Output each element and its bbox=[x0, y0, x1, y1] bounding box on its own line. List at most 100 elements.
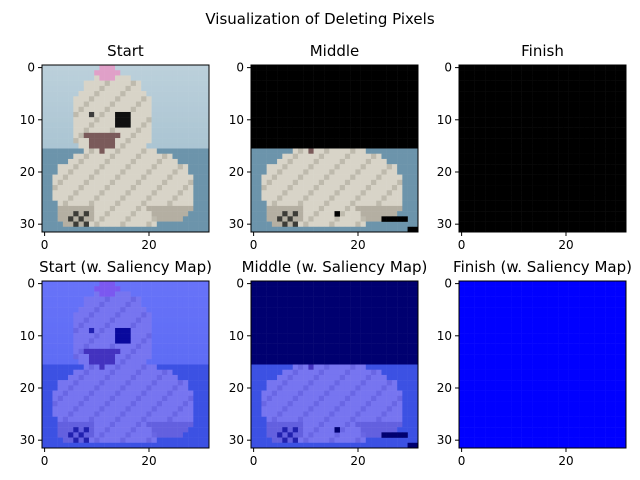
pixel bbox=[94, 226, 100, 233]
pixel bbox=[104, 385, 111, 391]
pixel bbox=[303, 80, 309, 87]
pixel bbox=[542, 70, 548, 76]
pixel bbox=[594, 221, 601, 228]
pixel bbox=[324, 312, 330, 318]
pixel bbox=[193, 117, 199, 123]
pixel bbox=[68, 200, 74, 207]
pixel bbox=[324, 307, 330, 313]
pixel bbox=[381, 348, 387, 355]
pixel bbox=[318, 75, 325, 81]
pixel bbox=[198, 432, 205, 438]
pixel bbox=[469, 96, 475, 102]
pixel bbox=[355, 317, 361, 323]
pixel bbox=[371, 143, 377, 149]
pixel bbox=[104, 221, 111, 228]
pixel bbox=[42, 421, 48, 428]
pixel bbox=[135, 85, 142, 92]
pixel bbox=[402, 333, 408, 339]
pixel bbox=[563, 200, 569, 207]
pixel bbox=[287, 195, 293, 201]
pixel bbox=[62, 221, 69, 228]
pixel bbox=[329, 226, 335, 233]
pixel bbox=[360, 158, 367, 165]
pixel bbox=[407, 333, 414, 339]
pixel bbox=[584, 195, 590, 201]
pixel bbox=[371, 281, 377, 287]
pixel bbox=[573, 221, 580, 228]
pixel bbox=[42, 390, 48, 397]
pixel bbox=[57, 442, 64, 449]
pixel bbox=[151, 359, 158, 365]
pixel bbox=[568, 65, 575, 71]
pixel bbox=[537, 158, 543, 165]
pixel bbox=[156, 65, 163, 71]
pixel bbox=[256, 385, 262, 391]
pixel bbox=[547, 80, 554, 87]
pixel bbox=[203, 307, 210, 313]
pixel bbox=[109, 85, 116, 92]
pixel bbox=[485, 138, 491, 144]
pixel bbox=[62, 143, 69, 149]
pixel bbox=[490, 127, 496, 134]
pixel bbox=[78, 75, 84, 81]
pixel bbox=[109, 301, 116, 308]
pixel bbox=[162, 190, 168, 196]
pixel bbox=[339, 169, 346, 175]
pixel bbox=[318, 185, 325, 191]
pixel bbox=[94, 185, 100, 191]
pixel bbox=[282, 164, 288, 170]
pixel bbox=[198, 185, 205, 191]
pixel bbox=[287, 101, 293, 107]
pixel bbox=[282, 385, 288, 391]
pixel bbox=[594, 101, 601, 107]
pixel bbox=[282, 169, 288, 175]
pixel bbox=[344, 369, 351, 376]
pixel bbox=[47, 106, 53, 113]
pixel bbox=[261, 190, 267, 196]
pixel bbox=[313, 179, 320, 186]
pixel bbox=[188, 401, 194, 407]
pixel bbox=[568, 211, 575, 217]
pixel bbox=[350, 185, 356, 191]
pixel bbox=[334, 195, 340, 201]
pixel bbox=[334, 286, 340, 292]
pixel bbox=[360, 401, 367, 407]
pixel bbox=[261, 395, 267, 402]
pixel bbox=[73, 380, 79, 386]
pixel bbox=[391, 286, 398, 292]
pixel bbox=[371, 158, 377, 165]
pixel bbox=[620, 200, 627, 207]
pixel bbox=[198, 385, 205, 391]
pixel bbox=[94, 96, 100, 102]
pixel bbox=[318, 343, 325, 350]
pixel bbox=[318, 148, 325, 154]
pixel bbox=[594, 85, 601, 92]
pixel bbox=[42, 432, 48, 438]
pixel bbox=[324, 216, 330, 222]
pixel bbox=[599, 132, 606, 139]
pixel bbox=[584, 148, 590, 154]
pixel bbox=[324, 390, 330, 397]
pixel bbox=[271, 106, 278, 113]
pixel bbox=[62, 395, 69, 402]
pixel bbox=[355, 158, 361, 165]
pixel bbox=[594, 132, 601, 139]
pixel bbox=[521, 138, 528, 144]
pixel bbox=[344, 333, 351, 339]
pixel bbox=[109, 80, 116, 87]
pixel bbox=[271, 91, 278, 97]
pixel bbox=[339, 322, 346, 329]
pixel bbox=[182, 185, 189, 191]
pixel bbox=[125, 317, 131, 323]
pixel bbox=[329, 411, 335, 417]
pixel bbox=[360, 333, 367, 339]
pixel bbox=[282, 401, 288, 407]
pixel bbox=[532, 75, 538, 81]
pixel bbox=[47, 122, 53, 128]
pixel bbox=[62, 359, 69, 365]
pixel bbox=[141, 211, 147, 217]
pixel bbox=[505, 190, 512, 196]
pixel bbox=[297, 190, 304, 196]
pixel bbox=[287, 359, 293, 365]
pixel bbox=[198, 286, 205, 292]
